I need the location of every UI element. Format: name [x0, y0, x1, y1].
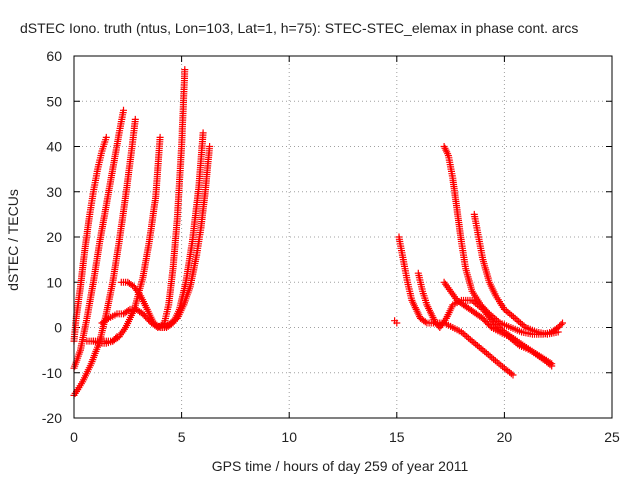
y-tick-label: 40	[46, 139, 62, 155]
y-axis-title: dSTEC / TECUs	[5, 189, 21, 291]
series-arc-7	[89, 333, 121, 347]
data-point	[557, 321, 565, 328]
chart-title: dSTEC Iono. truth (ntus, Lon=103, Lat=1,…	[20, 20, 578, 36]
data-point	[486, 352, 494, 360]
data-point	[156, 133, 164, 141]
tick-labels: 0 5 10 15 20 25 -20 -10 0 10 20 30 40 50 60	[42, 48, 620, 445]
data-point	[112, 334, 120, 342]
data-point	[206, 143, 214, 150]
plot-frame	[73, 55, 613, 419]
data-point	[421, 318, 429, 326]
data-point	[393, 319, 401, 327]
y-tick-label: 20	[46, 229, 62, 245]
data-point	[484, 308, 492, 316]
series-arc-1	[70, 133, 110, 345]
data-point	[554, 328, 562, 336]
data-point	[102, 133, 110, 141]
data-point	[103, 316, 111, 324]
y-tick-label: -10	[42, 365, 62, 381]
y-tick-label: 50	[46, 93, 62, 109]
x-tick-label: 15	[389, 429, 405, 445]
data-point	[131, 115, 139, 123]
x-tick-label: 20	[497, 429, 513, 445]
data-point	[459, 330, 467, 337]
y-tick-label: -20	[42, 410, 62, 426]
data-point	[507, 370, 515, 378]
data-marks	[70, 66, 566, 399]
series-arc-13	[440, 278, 556, 368]
series-arc-4	[83, 133, 164, 345]
y-tick-label: 0	[54, 320, 62, 336]
series-arc-10	[395, 233, 517, 379]
data-point	[509, 371, 517, 379]
data-point	[546, 359, 554, 367]
data-point	[124, 307, 132, 314]
series-arc-5	[98, 66, 189, 331]
y-tick-label: 60	[46, 48, 62, 64]
series-arc-8	[154, 143, 214, 331]
data-point	[559, 319, 566, 327]
x-tick-label: 5	[178, 429, 186, 445]
y-tick-label: 30	[46, 184, 62, 200]
data-point	[513, 316, 521, 324]
grid-lines	[74, 56, 612, 418]
series-arc-14	[470, 210, 562, 338]
data-point	[113, 333, 121, 341]
data-point	[120, 106, 127, 114]
x-tick-label: 0	[70, 429, 78, 445]
x-tick-label: 25	[604, 429, 620, 445]
data-point	[548, 360, 556, 368]
data-point	[199, 129, 207, 137]
y-tick-label: 10	[46, 274, 62, 290]
series-arc-9	[391, 317, 401, 327]
x-axis-title: GPS time / hours of day 259 of year 2011	[212, 458, 469, 474]
data-point	[181, 66, 189, 74]
x-tick-label: 10	[281, 429, 297, 445]
